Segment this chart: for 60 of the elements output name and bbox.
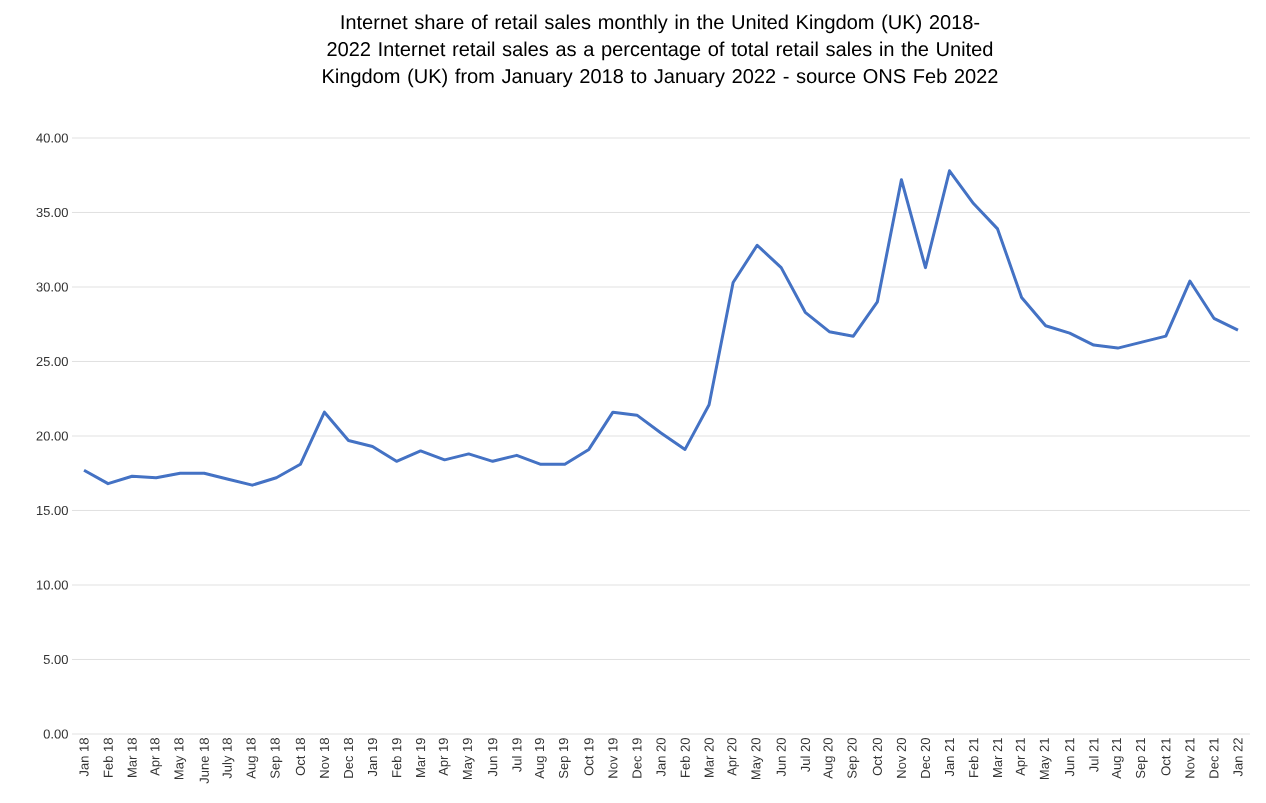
x-tick-label: Jan 19 <box>367 738 378 777</box>
x-tick-label: Sep 21 <box>1135 738 1148 779</box>
x-tick-label: May 20 <box>751 738 764 780</box>
x-tick-label: Jan 22 <box>1233 738 1243 777</box>
x-tick-label: Aug 19 <box>534 738 547 779</box>
line-series <box>82 169 1240 487</box>
x-tick-label: Oct 19 <box>584 738 594 776</box>
x-tick-label: July 18 <box>222 738 235 779</box>
x-tick-label: Jul 20 <box>800 738 811 773</box>
x-tick-label: Jun 19 <box>488 738 498 777</box>
x-tick-label: Oct 21 <box>1161 738 1171 776</box>
x-tick-label: Dec 19 <box>632 738 642 778</box>
y-tick-label: 0.00 <box>43 729 68 739</box>
y-tick-label: 10.00 <box>36 580 68 590</box>
x-tick-label: Sep 20 <box>847 738 860 779</box>
x-tick-label: Jul 21 <box>1088 738 1099 773</box>
x-tick-label: May 19 <box>462 738 475 780</box>
x-tick-label: Apr 18 <box>150 738 163 776</box>
x-tick-label: Dec 18 <box>343 738 354 778</box>
x-tick-label: Nov 18 <box>319 738 330 778</box>
x-tick-label: Oct 20 <box>872 738 882 776</box>
x-tick-label: Feb 21 <box>968 738 979 777</box>
x-tick-label: May 21 <box>1039 738 1052 780</box>
x-tick-label: Aug 20 <box>823 738 836 779</box>
x-tick-label: Sep 18 <box>270 738 283 779</box>
x-tick-label: Mar 21 <box>992 738 1003 777</box>
x-tick-label: Aug 18 <box>246 738 259 779</box>
x-tick-label: Mar 18 <box>127 738 137 777</box>
x-tick-label: Apr 21 <box>1015 738 1028 776</box>
x-tick-label: Aug 21 <box>1111 738 1124 779</box>
x-tick-label: Nov 19 <box>608 738 618 778</box>
y-tick-label: 40.00 <box>36 133 68 143</box>
y-tick-label: 20.00 <box>36 431 68 441</box>
x-tick-label: Mar 19 <box>415 738 426 777</box>
x-tick-label: Jun 20 <box>776 738 786 777</box>
x-tick-label: Oct 18 <box>295 738 305 776</box>
x-tick-label: Apr 20 <box>727 738 739 776</box>
x-tick-label: Dec 21 <box>1209 738 1219 778</box>
x-tick-label: Nov 21 <box>1185 738 1195 778</box>
x-tick-label: Dec 20 <box>920 738 931 778</box>
chart-title: Internet share of retail sales monthly in the United Kingdom (UK) 2018-2022 Internet retail sales as a percentage of total retail sales in the United Kingdom (UK) from January 2018 to January 2022 - source ONS Feb 2022 <box>323 14 998 88</box>
y-tick-label: 15.00 <box>36 505 68 516</box>
x-tick-label: Nov 20 <box>896 738 906 778</box>
x-tick-label: Feb 18 <box>103 738 113 777</box>
x-tick-label: Feb 19 <box>391 738 402 777</box>
x-tick-label: Jun 21 <box>1065 738 1075 777</box>
x-tick-label: Mar 20 <box>704 738 714 777</box>
x-tick-label: June 18 <box>199 738 209 784</box>
y-tick-label: 25.00 <box>36 356 68 367</box>
x-tick-label: May 18 <box>174 738 187 780</box>
y-tick-label: 5.00 <box>43 654 68 665</box>
x-tick-label: Sep 19 <box>558 738 571 779</box>
x-tick-label: Jan 20 <box>656 738 666 777</box>
x-tick-label: Jan 21 <box>944 738 955 777</box>
y-tick-label: 30.00 <box>36 282 68 292</box>
x-tick-label: Jul 19 <box>511 738 522 773</box>
x-tick-label: Apr 19 <box>438 738 451 776</box>
x-tick-label: Jan 18 <box>79 738 89 777</box>
x-tick-label: Feb 20 <box>680 738 690 777</box>
y-tick-label: 35.00 <box>36 207 68 218</box>
